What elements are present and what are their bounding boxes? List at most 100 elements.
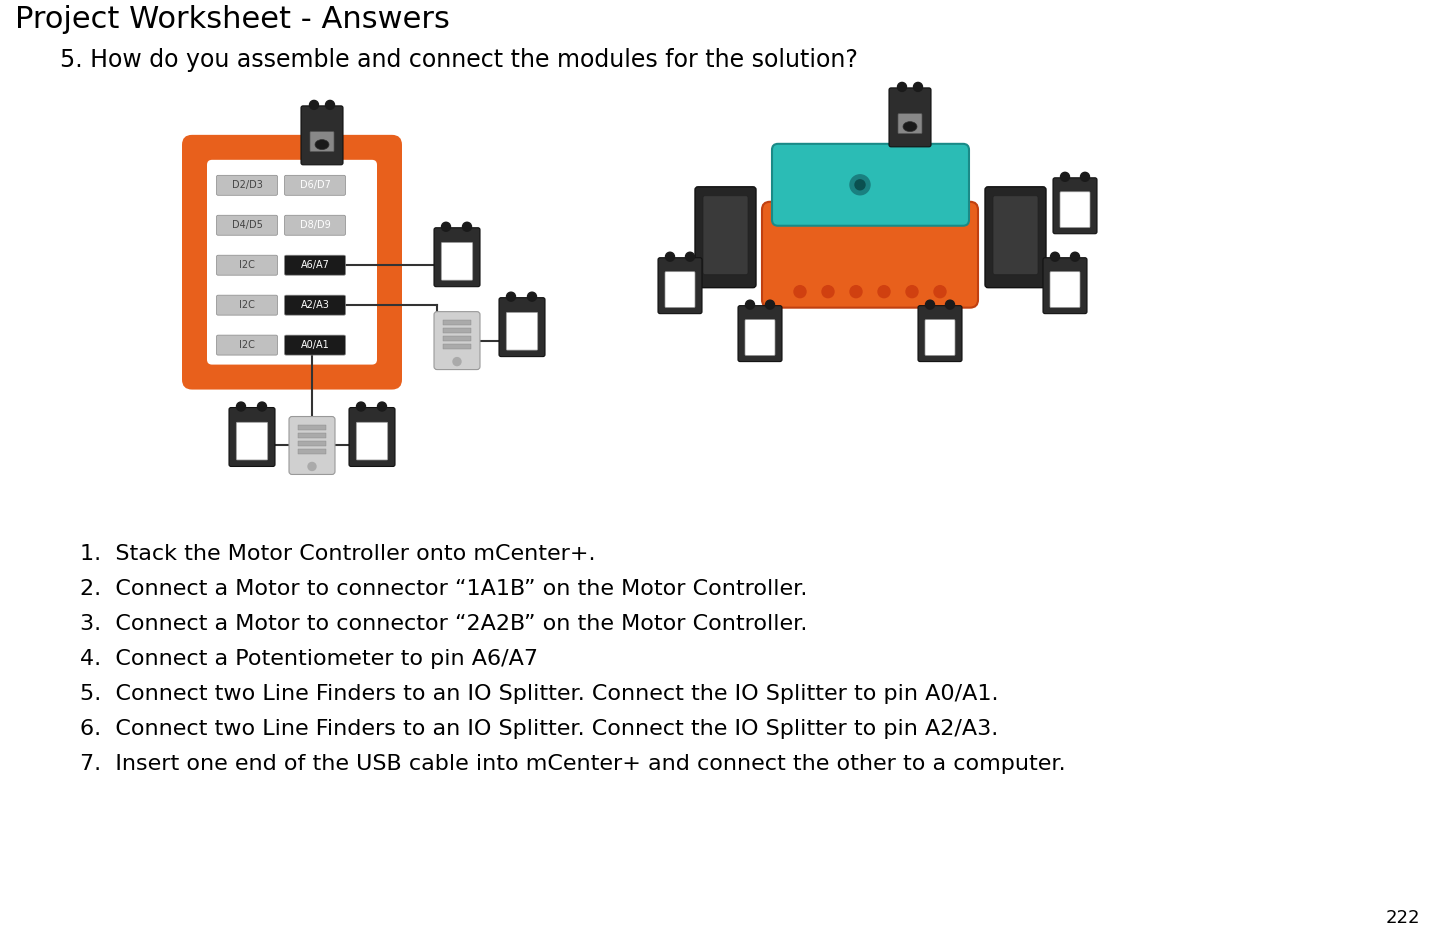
- Bar: [298, 432, 327, 438]
- FancyBboxPatch shape: [216, 336, 278, 355]
- Bar: [443, 344, 471, 349]
- Circle shape: [325, 101, 334, 109]
- FancyBboxPatch shape: [285, 255, 345, 275]
- FancyBboxPatch shape: [350, 407, 394, 467]
- FancyBboxPatch shape: [229, 407, 275, 467]
- FancyBboxPatch shape: [704, 196, 748, 275]
- Bar: [298, 441, 327, 445]
- Text: 5.  Connect two Line Finders to an IO Splitter. Connect the IO Splitter to pin A: 5. Connect two Line Finders to an IO Spl…: [81, 684, 999, 705]
- Circle shape: [258, 402, 266, 411]
- Circle shape: [442, 222, 450, 231]
- Ellipse shape: [315, 140, 330, 149]
- FancyBboxPatch shape: [289, 417, 335, 474]
- FancyBboxPatch shape: [442, 242, 472, 281]
- FancyBboxPatch shape: [236, 422, 268, 460]
- FancyBboxPatch shape: [986, 186, 1046, 288]
- Circle shape: [528, 292, 537, 301]
- FancyBboxPatch shape: [285, 175, 345, 196]
- Text: 5. How do you assemble and connect the modules for the solution?: 5. How do you assemble and connect the m…: [60, 48, 858, 72]
- FancyBboxPatch shape: [499, 297, 545, 357]
- Circle shape: [1050, 253, 1059, 261]
- FancyBboxPatch shape: [993, 196, 1038, 275]
- Circle shape: [462, 222, 472, 231]
- Circle shape: [236, 402, 246, 411]
- Circle shape: [934, 286, 945, 297]
- Text: 1.  Stack the Motor Controller onto mCenter+.: 1. Stack the Motor Controller onto mCent…: [81, 544, 596, 565]
- FancyBboxPatch shape: [207, 159, 377, 364]
- Text: D8/D9: D8/D9: [299, 220, 331, 230]
- FancyBboxPatch shape: [216, 295, 278, 315]
- Bar: [298, 449, 327, 454]
- Text: I2C: I2C: [239, 300, 255, 310]
- FancyBboxPatch shape: [771, 144, 968, 226]
- FancyBboxPatch shape: [1043, 258, 1086, 314]
- FancyBboxPatch shape: [745, 320, 776, 355]
- Circle shape: [850, 286, 862, 297]
- Ellipse shape: [904, 121, 917, 131]
- Bar: [298, 425, 327, 430]
- FancyBboxPatch shape: [357, 422, 387, 460]
- Circle shape: [1061, 172, 1069, 182]
- FancyBboxPatch shape: [738, 306, 781, 362]
- FancyBboxPatch shape: [1050, 272, 1081, 308]
- Text: 7.  Insert one end of the USB cable into mCenter+ and connect the other to a com: 7. Insert one end of the USB cable into …: [81, 754, 1066, 774]
- Circle shape: [665, 253, 675, 261]
- Circle shape: [309, 101, 318, 109]
- FancyBboxPatch shape: [309, 131, 334, 152]
- FancyBboxPatch shape: [925, 320, 955, 355]
- Circle shape: [377, 402, 387, 411]
- FancyBboxPatch shape: [216, 175, 278, 196]
- Circle shape: [914, 82, 922, 91]
- Text: A6/A7: A6/A7: [301, 260, 330, 270]
- Circle shape: [907, 286, 918, 297]
- Text: D4/D5: D4/D5: [232, 220, 262, 230]
- Circle shape: [855, 180, 865, 190]
- FancyBboxPatch shape: [285, 336, 345, 355]
- FancyBboxPatch shape: [1053, 178, 1097, 234]
- Bar: [443, 336, 471, 341]
- FancyBboxPatch shape: [301, 106, 342, 165]
- Bar: [443, 328, 471, 333]
- Circle shape: [898, 82, 907, 91]
- Circle shape: [745, 300, 754, 309]
- Text: D2/D3: D2/D3: [232, 180, 262, 190]
- Text: I2C: I2C: [239, 340, 255, 350]
- Circle shape: [453, 358, 460, 365]
- FancyBboxPatch shape: [889, 88, 931, 147]
- Circle shape: [685, 253, 695, 261]
- FancyBboxPatch shape: [695, 186, 755, 288]
- Circle shape: [925, 300, 934, 309]
- Bar: [443, 320, 471, 325]
- Circle shape: [507, 292, 515, 301]
- Text: I2C: I2C: [239, 260, 255, 270]
- Circle shape: [357, 402, 366, 411]
- FancyBboxPatch shape: [435, 311, 481, 370]
- FancyBboxPatch shape: [435, 227, 481, 287]
- FancyBboxPatch shape: [507, 312, 538, 350]
- Circle shape: [794, 286, 806, 297]
- Text: A0/A1: A0/A1: [301, 340, 330, 350]
- Circle shape: [1071, 253, 1079, 261]
- Text: 3.  Connect a Motor to connector “2A2B” on the Motor Controller.: 3. Connect a Motor to connector “2A2B” o…: [81, 614, 807, 635]
- Circle shape: [766, 300, 774, 309]
- Circle shape: [822, 286, 835, 297]
- Circle shape: [878, 286, 889, 297]
- Circle shape: [945, 300, 954, 309]
- FancyBboxPatch shape: [285, 215, 345, 235]
- Text: D6/D7: D6/D7: [299, 180, 331, 190]
- FancyBboxPatch shape: [763, 201, 979, 308]
- FancyBboxPatch shape: [918, 306, 963, 362]
- Circle shape: [1081, 172, 1089, 182]
- FancyBboxPatch shape: [285, 295, 345, 315]
- FancyBboxPatch shape: [1061, 192, 1089, 227]
- Circle shape: [850, 175, 871, 195]
- Text: 222: 222: [1386, 909, 1420, 927]
- Text: 6.  Connect two Line Finders to an IO Splitter. Connect the IO Splitter to pin A: 6. Connect two Line Finders to an IO Spl…: [81, 720, 999, 739]
- Circle shape: [308, 462, 317, 471]
- Text: 4.  Connect a Potentiometer to pin A6/A7: 4. Connect a Potentiometer to pin A6/A7: [81, 650, 538, 669]
- Text: 2.  Connect a Motor to connector “1A1B” on the Motor Controller.: 2. Connect a Motor to connector “1A1B” o…: [81, 580, 807, 599]
- FancyBboxPatch shape: [216, 255, 278, 275]
- FancyBboxPatch shape: [181, 135, 401, 390]
- Text: Project Worksheet - Answers: Project Worksheet - Answers: [14, 5, 450, 34]
- FancyBboxPatch shape: [665, 272, 695, 308]
